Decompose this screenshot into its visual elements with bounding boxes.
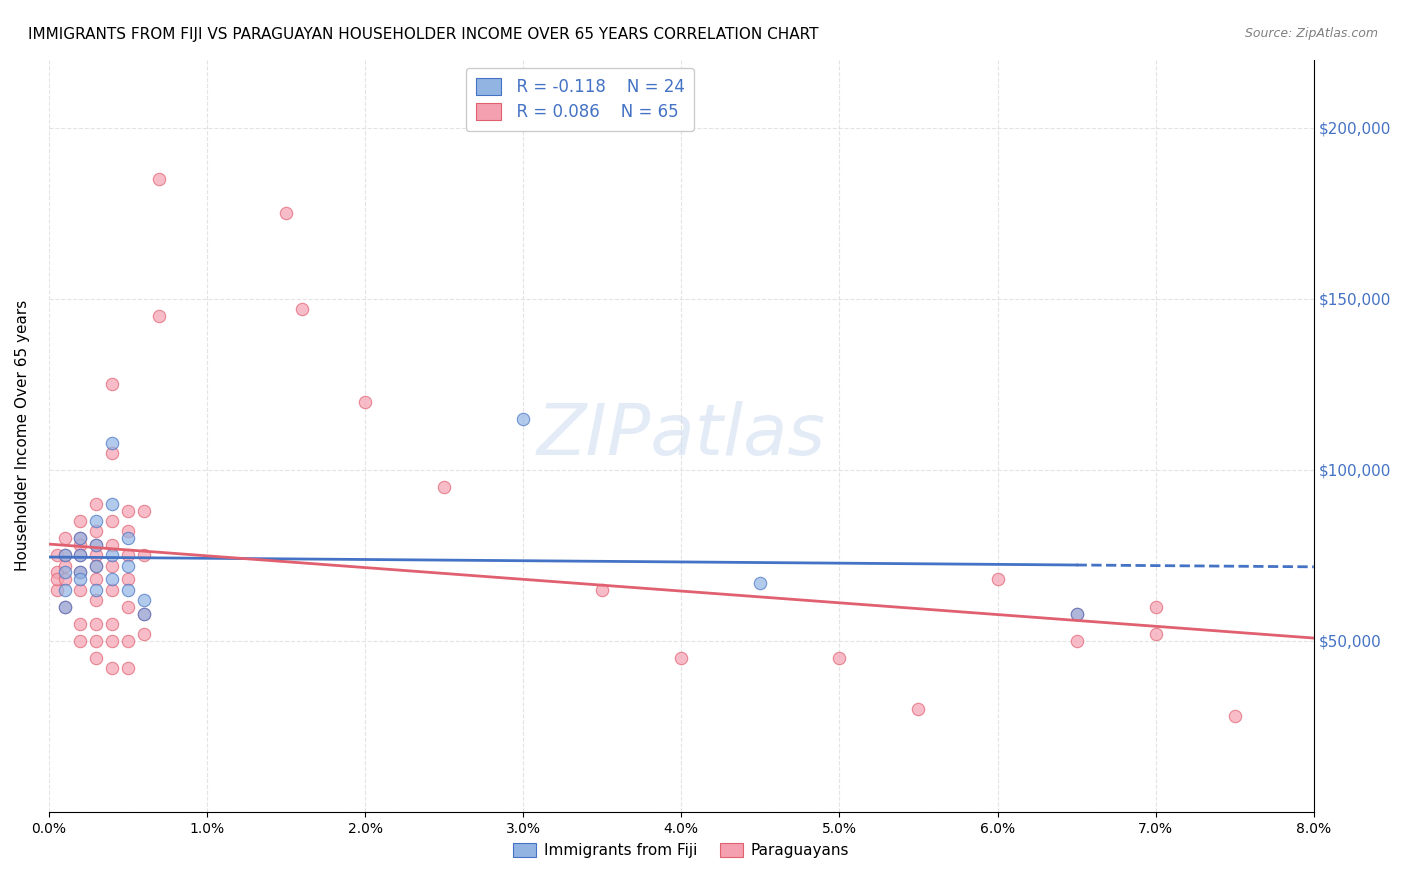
Point xyxy=(69,566,91,580)
Point xyxy=(117,504,139,518)
Point xyxy=(132,627,155,641)
Point xyxy=(101,572,124,586)
Text: IMMIGRANTS FROM FIJI VS PARAGUAYAN HOUSEHOLDER INCOME OVER 65 YEARS CORRELATION : IMMIGRANTS FROM FIJI VS PARAGUAYAN HOUSE… xyxy=(28,27,818,42)
Point xyxy=(69,633,91,648)
Point xyxy=(69,566,91,580)
Point xyxy=(45,572,67,586)
Point xyxy=(101,549,124,563)
Point xyxy=(117,572,139,586)
Y-axis label: Householder Income Over 65 years: Householder Income Over 65 years xyxy=(15,300,30,572)
Point xyxy=(512,411,534,425)
Point xyxy=(69,538,91,552)
Point xyxy=(148,309,170,323)
Point xyxy=(84,538,107,552)
Point xyxy=(1066,633,1088,648)
Point xyxy=(53,566,76,580)
Point xyxy=(101,633,124,648)
Point xyxy=(132,607,155,621)
Point xyxy=(354,394,377,409)
Point xyxy=(148,172,170,186)
Point xyxy=(84,538,107,552)
Point xyxy=(69,514,91,528)
Point xyxy=(749,575,772,590)
Point xyxy=(45,582,67,597)
Point xyxy=(101,377,124,392)
Point xyxy=(84,572,107,586)
Text: Source: ZipAtlas.com: Source: ZipAtlas.com xyxy=(1244,27,1378,40)
Point xyxy=(591,582,613,597)
Legend: Immigrants from Fiji, Paraguayans: Immigrants from Fiji, Paraguayans xyxy=(508,837,855,864)
Point xyxy=(101,558,124,573)
Point xyxy=(53,549,76,563)
Point xyxy=(986,572,1008,586)
Point xyxy=(84,651,107,665)
Point xyxy=(69,549,91,563)
Point xyxy=(132,607,155,621)
Point xyxy=(53,531,76,545)
Point xyxy=(101,616,124,631)
Point xyxy=(117,599,139,614)
Point xyxy=(84,558,107,573)
Point xyxy=(101,538,124,552)
Point xyxy=(69,531,91,545)
Point xyxy=(84,497,107,511)
Point xyxy=(274,206,297,220)
Text: ZIPatlas: ZIPatlas xyxy=(537,401,825,470)
Point xyxy=(69,616,91,631)
Point xyxy=(101,582,124,597)
Point xyxy=(828,651,851,665)
Point xyxy=(132,504,155,518)
Point xyxy=(53,599,76,614)
Point xyxy=(45,566,67,580)
Point xyxy=(53,599,76,614)
Point xyxy=(1144,627,1167,641)
Point xyxy=(84,592,107,607)
Point xyxy=(117,633,139,648)
Point xyxy=(53,558,76,573)
Point xyxy=(101,435,124,450)
Point xyxy=(132,592,155,607)
Point xyxy=(69,572,91,586)
Point xyxy=(84,582,107,597)
Point xyxy=(69,531,91,545)
Point xyxy=(101,497,124,511)
Point xyxy=(671,651,693,665)
Point xyxy=(907,702,929,716)
Point xyxy=(53,549,76,563)
Point xyxy=(117,531,139,545)
Point xyxy=(45,549,67,563)
Point xyxy=(69,582,91,597)
Point xyxy=(1223,709,1246,723)
Point xyxy=(117,582,139,597)
Point xyxy=(84,558,107,573)
Point xyxy=(1144,599,1167,614)
Point xyxy=(84,524,107,539)
Point xyxy=(291,302,314,317)
Point xyxy=(101,661,124,675)
Point xyxy=(84,633,107,648)
Point xyxy=(132,549,155,563)
Point xyxy=(117,549,139,563)
Point xyxy=(1066,607,1088,621)
Point xyxy=(69,549,91,563)
Point xyxy=(433,480,456,494)
Point xyxy=(53,572,76,586)
Point xyxy=(117,558,139,573)
Point xyxy=(117,524,139,539)
Point xyxy=(53,582,76,597)
Point xyxy=(84,549,107,563)
Point xyxy=(117,661,139,675)
Point xyxy=(84,514,107,528)
Point xyxy=(101,514,124,528)
Point xyxy=(1066,607,1088,621)
Point xyxy=(84,616,107,631)
Point xyxy=(101,446,124,460)
